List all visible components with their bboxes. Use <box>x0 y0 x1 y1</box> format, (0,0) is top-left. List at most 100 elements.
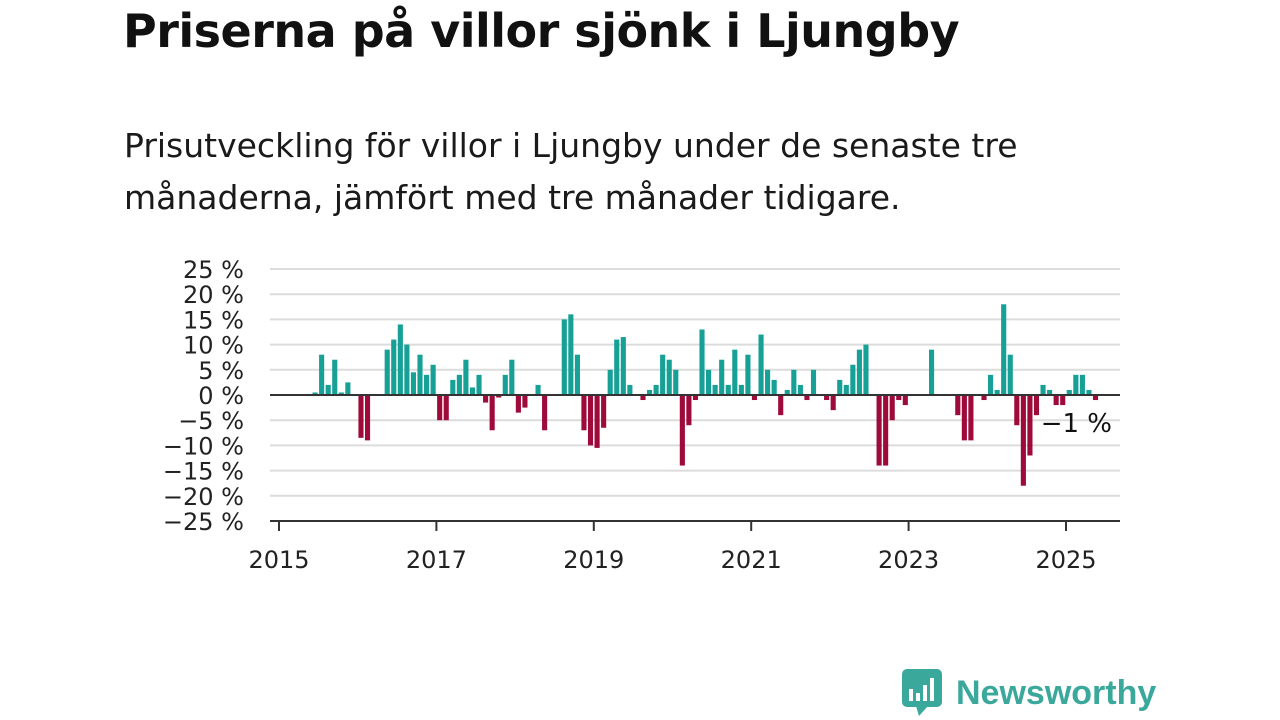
gridlines <box>270 268 1120 497</box>
bar <box>358 395 364 438</box>
bar <box>430 364 436 395</box>
bar <box>561 319 567 395</box>
bar <box>574 354 580 395</box>
bar <box>410 372 417 395</box>
bar <box>896 395 902 401</box>
bar <box>679 395 685 466</box>
bar <box>1033 395 1040 416</box>
bar <box>765 369 771 395</box>
bar <box>456 374 462 395</box>
bar <box>843 384 849 395</box>
axes <box>270 394 1120 531</box>
bar <box>988 374 994 395</box>
bar <box>312 392 318 395</box>
bar <box>778 395 784 416</box>
y-tick-label: 20 % <box>183 281 244 309</box>
bar <box>732 349 738 395</box>
bar <box>824 395 830 401</box>
bar <box>581 395 587 431</box>
y-tick-label: 25 % <box>183 256 244 284</box>
bar <box>981 395 987 401</box>
x-tick-label: 2019 <box>563 546 624 574</box>
bar <box>1020 395 1026 486</box>
x-tick-label: 2017 <box>406 546 467 574</box>
bar <box>469 387 476 395</box>
bar <box>725 384 731 395</box>
x-tick-label: 2023 <box>878 546 939 574</box>
bar <box>784 389 790 395</box>
x-tick-label: 2021 <box>721 546 782 574</box>
bar <box>883 395 889 466</box>
bar <box>929 349 935 395</box>
y-tick-label: −5 % <box>178 407 244 435</box>
chart-subtitle: Prisutveckling för villor i Ljungby unde… <box>124 126 1018 217</box>
bar <box>332 359 338 395</box>
y-tick-label: 5 % <box>198 357 244 385</box>
y-tick-label: 15 % <box>183 306 244 334</box>
bar <box>496 395 502 398</box>
bars <box>312 304 1099 486</box>
bar <box>1007 354 1013 395</box>
bar <box>384 349 390 395</box>
bar <box>745 354 751 395</box>
bar <box>338 392 344 395</box>
bar <box>758 334 764 395</box>
bar <box>1040 384 1046 395</box>
x-tick-label: 2025 <box>1035 546 1096 574</box>
brand-logo: Newsworthy <box>902 668 1156 718</box>
bar <box>738 384 744 395</box>
bar <box>666 359 672 395</box>
bar <box>712 384 718 395</box>
bar <box>837 379 843 395</box>
bar <box>364 395 371 441</box>
bar <box>614 339 620 395</box>
y-tick-label: −20 % <box>163 483 244 511</box>
bar <box>955 395 961 416</box>
bar <box>810 369 817 395</box>
bar <box>1001 304 1007 395</box>
bar <box>345 382 351 395</box>
brand-name: Newsworthy <box>956 673 1157 712</box>
bar <box>397 324 403 395</box>
bar <box>502 374 508 395</box>
bar <box>797 384 803 395</box>
bar <box>646 389 653 395</box>
y-tick-label: −10 % <box>163 432 244 460</box>
bar <box>489 395 495 431</box>
bar <box>443 395 449 421</box>
bar <box>483 395 489 403</box>
bar <box>673 369 679 395</box>
bar <box>601 395 607 428</box>
bar <box>850 364 856 395</box>
bar <box>535 384 541 395</box>
bar <box>902 395 908 406</box>
bar <box>515 395 521 413</box>
bar <box>876 395 882 466</box>
bar <box>968 395 974 441</box>
bar <box>889 395 895 421</box>
chart-title: Priserna på villor sjönk i Ljungby <box>123 4 960 58</box>
bar <box>319 354 325 395</box>
y-tick-label: 0 % <box>198 382 244 410</box>
bar <box>660 354 666 395</box>
bar <box>594 395 600 448</box>
bar <box>1060 395 1066 406</box>
y-tick-label: −25 % <box>163 508 244 536</box>
bar <box>424 374 430 395</box>
bar <box>863 344 869 395</box>
bar <box>476 374 482 395</box>
y-tick-label: −15 % <box>163 458 244 486</box>
bar <box>404 344 410 395</box>
tick-labels: 25 %20 %15 %10 %5 %0 %−5 %−10 %−15 %−20 … <box>163 256 1112 574</box>
bar <box>542 395 548 431</box>
last-value-label: −1 % <box>1041 409 1112 439</box>
bar <box>640 395 646 401</box>
bar <box>692 395 699 401</box>
bar <box>509 359 515 395</box>
bar <box>856 349 862 395</box>
bar <box>1092 395 1099 401</box>
bar <box>463 359 469 395</box>
bar <box>830 395 836 411</box>
bar <box>771 379 777 395</box>
bar <box>325 384 331 395</box>
